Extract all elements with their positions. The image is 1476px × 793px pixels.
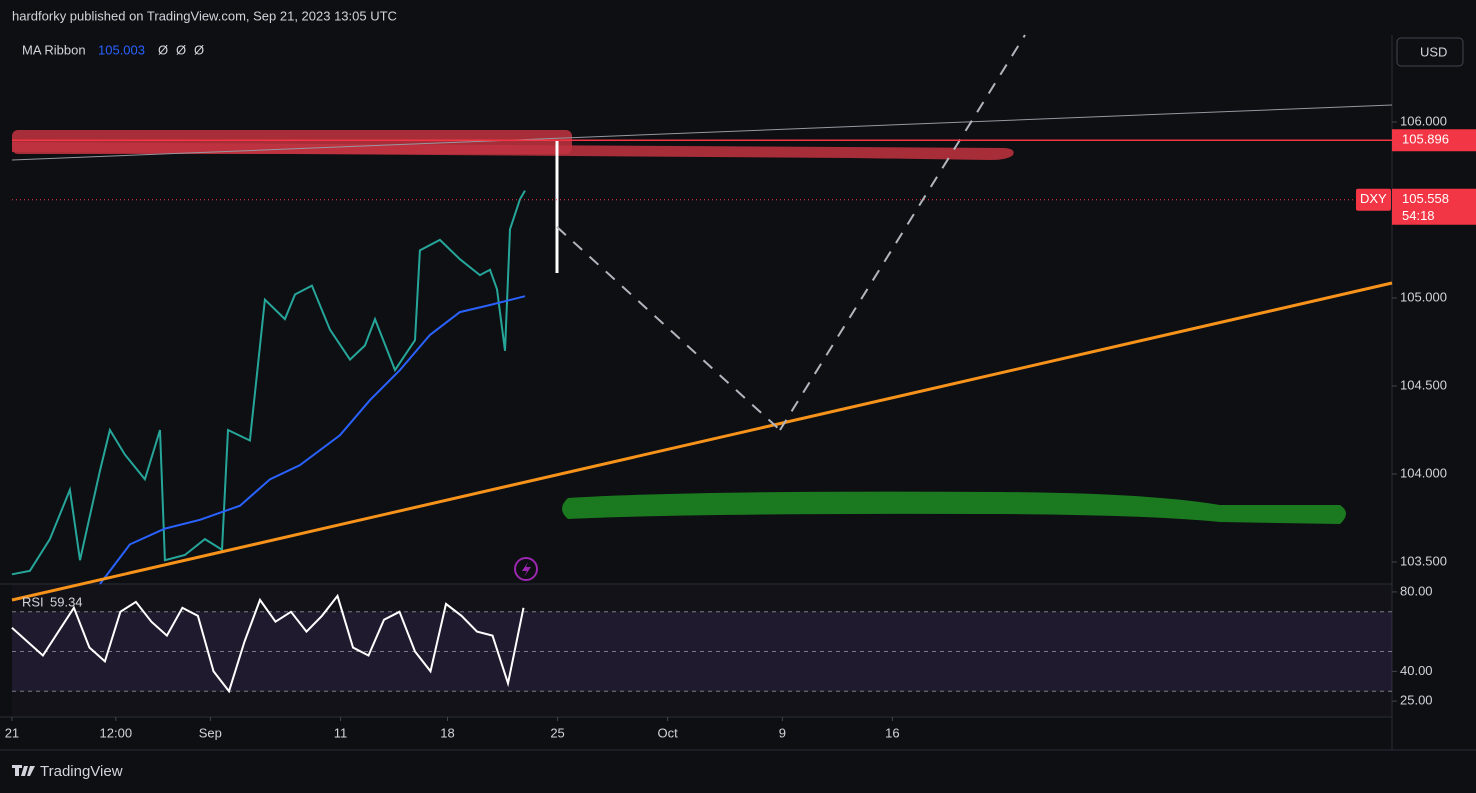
indicator-param: Ø: [194, 42, 204, 57]
x-tick-label: Sep: [199, 725, 222, 740]
x-tick-label: 11: [334, 725, 348, 740]
footer-brand: TradingView: [40, 763, 123, 780]
indicator-value: 105.003: [98, 42, 145, 57]
rsi-name: RSI: [22, 594, 44, 609]
header-title: hardforky published on TradingView.com, …: [12, 8, 397, 23]
projection-down: [556, 226, 781, 431]
support-zone: [562, 491, 1346, 524]
countdown: 54:18: [1402, 208, 1435, 223]
symbol-badge: [1356, 188, 1391, 211]
alert-price: 105.896: [1402, 132, 1449, 147]
series-line: [11, 593, 525, 694]
series-line: [11, 190, 526, 576]
y-tick-label: 106.000: [1400, 113, 1447, 128]
x-tick-label: 18: [440, 725, 454, 740]
y-tick-label: 25.00: [1400, 693, 1433, 708]
indicator-param: Ø: [158, 42, 168, 57]
trend-line-support: [11, 281, 1393, 602]
resistance-zone-left: [12, 130, 572, 154]
data-layer: [11, 190, 1392, 694]
trend-line-top: [11, 104, 1393, 161]
event-icon[interactable]: [514, 557, 538, 581]
y-tick-label: 104.000: [1400, 465, 1447, 480]
x-tick-label: Oct: [658, 725, 679, 740]
symbol-label: DXY: [1360, 191, 1387, 206]
tradingview-logo: [12, 765, 35, 776]
alert-badge: [1392, 129, 1476, 152]
indicator-param: Ø: [176, 42, 186, 57]
x-tick-label: 9: [779, 725, 786, 740]
y-tick-label: 80.00: [1400, 583, 1433, 598]
last-price: 105.558: [1402, 191, 1449, 206]
indicator-name: MA Ribbon: [22, 42, 86, 57]
y-tick-label: 105.000: [1400, 289, 1447, 304]
drawings: [11, 34, 1393, 602]
y-tick-label: 104.500: [1400, 377, 1447, 392]
currency-label: USD: [1420, 44, 1447, 59]
y-tick-label: 103.500: [1400, 553, 1447, 568]
y-tick-label: 40.00: [1400, 663, 1433, 678]
rsi-value: 59.34: [50, 594, 83, 609]
event-icon-bolt: [522, 562, 531, 577]
currency-button[interactable]: [1396, 37, 1464, 67]
x-tick-label: 16: [885, 725, 899, 740]
projection-up: [779, 34, 1026, 431]
series-line: [99, 295, 526, 585]
x-tick-label: 12:00: [100, 725, 133, 740]
x-tick-label: 21: [5, 725, 19, 740]
price-badge: [1392, 188, 1476, 225]
x-tick-label: 25: [550, 725, 564, 740]
